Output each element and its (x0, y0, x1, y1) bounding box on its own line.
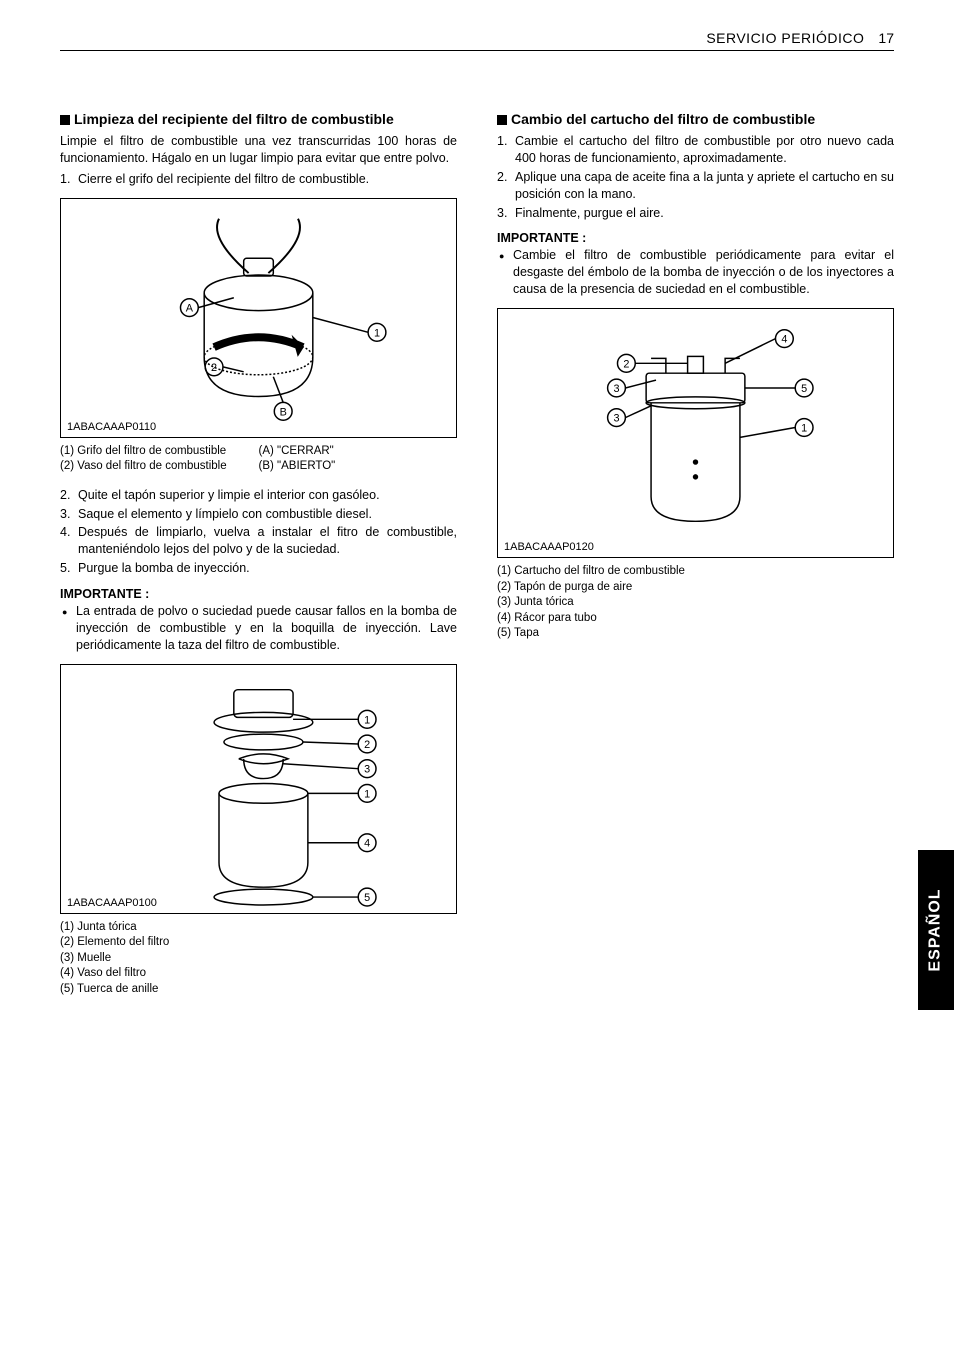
steps-list-2: 2.Quite el tapón superior y limpie el in… (60, 487, 457, 577)
step-item: 3.Saque el elemento y límpielo con combu… (60, 506, 457, 523)
step-item: 2.Aplique una capa de aceite fina a la j… (497, 169, 894, 203)
important-item: Cambie el filtro de combustible periódic… (497, 247, 894, 298)
figure-1-id: 1ABACAAAP0110 (67, 421, 156, 433)
step-item: 1.Cierre el grifo del recipiente del fil… (60, 171, 457, 188)
svg-text:4: 4 (364, 837, 370, 849)
legend-item: (A) "CERRAR" (259, 444, 458, 460)
step-text: Aplique una capa de aceite fina a la jun… (515, 170, 894, 201)
content-columns: Limpieza del recipiente del filtro de co… (60, 111, 894, 1009)
section-title-right: Cambio del cartucho del filtro de combus… (497, 111, 894, 127)
step-text: Saque el elemento y límpielo con combust… (78, 507, 372, 521)
step-item: 1.Cambie el cartucho del filtro de combu… (497, 133, 894, 167)
step-item: 4.Después de limpiarlo, vuelva a instala… (60, 524, 457, 558)
legend-item: (3) Junta tórica (497, 595, 894, 611)
important-label: IMPORTANTE : (60, 587, 457, 601)
figure-3-id: 1ABACAAAP0120 (504, 541, 594, 553)
svg-text:3: 3 (364, 763, 370, 775)
page: SERVICIO PERIÓDICO 17 Limpieza del recip… (0, 0, 954, 1039)
svg-text:2: 2 (364, 739, 370, 751)
figure-3-svg: 4 2 3 3 5 1 (498, 309, 893, 556)
legend-item: (3) Muelle (60, 951, 457, 967)
intro-paragraph: Limpie el filtro de combustible una vez … (60, 133, 457, 167)
legend-item: (2) Vaso del filtro de combustible (60, 459, 259, 475)
legend-item: (1) Grifo del filtro de combustible (60, 444, 259, 460)
step-item: 5.Purgue la bomba de inyección. (60, 560, 457, 577)
left-column: Limpieza del recipiente del filtro de co… (60, 111, 457, 1009)
svg-text:A: A (186, 302, 194, 314)
figure-2: 1 2 3 1 4 5 1ABACAAAP0100 (60, 664, 457, 914)
figure-3-legend: (1) Cartucho del filtro de combustible (… (497, 564, 894, 642)
figure-1-svg: A B 1 2 (61, 199, 456, 436)
step-text: Quite el tapón superior y limpie el inte… (78, 488, 380, 502)
step-item: 2.Quite el tapón superior y limpie el in… (60, 487, 457, 504)
legend-item: (2) Elemento del filtro (60, 935, 457, 951)
legend-item: (1) Cartucho del filtro de combustible (497, 564, 894, 580)
steps-list-right: 1.Cambie el cartucho del filtro de combu… (497, 133, 894, 221)
figure-2-legend: (1) Junta tórica (2) Elemento del filtro… (60, 920, 457, 998)
svg-text:2: 2 (623, 358, 629, 370)
figure-1-legend: (1) Grifo del filtro de combustible (2) … (60, 444, 457, 475)
legend-item: (4) Rácor para tubo (497, 611, 894, 627)
svg-text:1: 1 (801, 422, 807, 434)
important-list: Cambie el filtro de combustible periódic… (497, 247, 894, 298)
svg-text:1: 1 (364, 714, 370, 726)
legend-item: (5) Tapa (497, 626, 894, 642)
steps-list-1: 1.Cierre el grifo del recipiente del fil… (60, 171, 457, 188)
language-tab-label: ESPAÑOL (927, 888, 945, 971)
svg-text:1: 1 (374, 327, 380, 339)
step-text: Purgue la bomba de inyección. (78, 561, 250, 575)
language-tab: ESPAÑOL (918, 850, 954, 1010)
square-bullet-icon (60, 115, 70, 125)
right-column: Cambio del cartucho del filtro de combus… (497, 111, 894, 1009)
figure-2-id: 1ABACAAAP0100 (67, 897, 157, 909)
square-bullet-icon (497, 115, 507, 125)
header-page-number: 17 (878, 30, 894, 46)
important-list: La entrada de polvo o suciedad puede cau… (60, 603, 457, 654)
section-title-text: Cambio del cartucho del filtro de combus… (511, 111, 815, 127)
step-item: 3.Finalmente, purgue el aire. (497, 205, 894, 222)
svg-text:2: 2 (211, 361, 217, 373)
svg-text:3: 3 (613, 413, 619, 425)
page-header: SERVICIO PERIÓDICO 17 (60, 30, 894, 51)
svg-text:4: 4 (781, 334, 787, 346)
svg-text:5: 5 (364, 892, 370, 904)
legend-item: (2) Tapón de purga de aire (497, 580, 894, 596)
legend-item: (4) Vaso del filtro (60, 966, 457, 982)
svg-text:1: 1 (364, 788, 370, 800)
legend-item: (1) Junta tórica (60, 920, 457, 936)
legend-item: (B) "ABIERTO" (259, 459, 458, 475)
figure-1: A B 1 2 1ABACAAAP0110 (60, 198, 457, 438)
header-title: SERVICIO PERIÓDICO (706, 30, 864, 46)
important-item: La entrada de polvo o suciedad puede cau… (60, 603, 457, 654)
svg-text:B: B (280, 406, 287, 418)
step-text: Cambie el cartucho del filtro de combust… (515, 134, 894, 165)
legend-item: (5) Tuerca de anille (60, 982, 457, 998)
section-title-text: Limpieza del recipiente del filtro de co… (74, 111, 394, 127)
figure-3: 4 2 3 3 5 1 1ABACAAAP0120 (497, 308, 894, 558)
svg-text:3: 3 (613, 383, 619, 395)
step-text: Después de limpiarlo, vuelva a instalar … (78, 525, 457, 556)
svg-text:5: 5 (801, 383, 807, 395)
step-text: Finalmente, purgue el aire. (515, 206, 664, 220)
section-title-left: Limpieza del recipiente del filtro de co… (60, 111, 457, 127)
figure-2-svg: 1 2 3 1 4 5 (61, 665, 456, 912)
important-label: IMPORTANTE : (497, 231, 894, 245)
step-text: Cierre el grifo del recipiente del filtr… (78, 172, 369, 186)
